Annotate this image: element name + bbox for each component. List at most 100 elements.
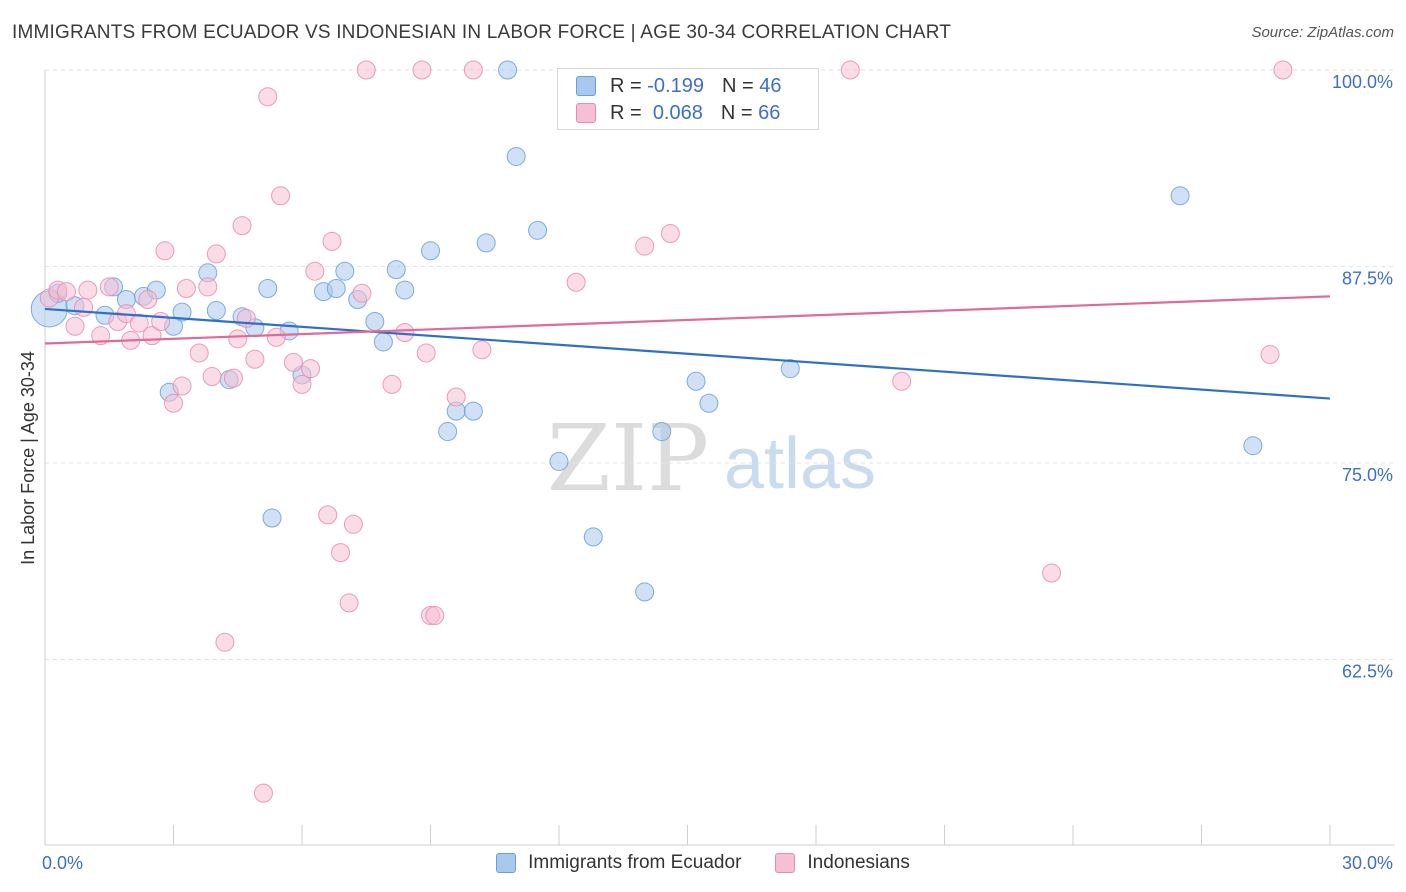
n-label: N =: [720, 101, 753, 124]
ecuador-point: [438, 422, 458, 442]
indonesian-point: [840, 60, 860, 80]
indonesian-point: [356, 60, 376, 80]
indonesian-point: [65, 316, 85, 336]
indonesian-point: [472, 340, 492, 360]
watermark: ZIP atlas: [547, 405, 876, 512]
indonesian-point: [164, 393, 183, 413]
indonesian-point: [892, 371, 912, 391]
indonesian-point: [1273, 60, 1293, 80]
indonesian-point: [258, 87, 278, 107]
watermark-atlas: atlas: [724, 424, 876, 504]
ecuador-point: [1243, 436, 1263, 456]
ecuador-point: [258, 279, 278, 299]
ecuador-point: [172, 302, 192, 322]
ecuador-point: [635, 582, 655, 602]
y-tick-label: 87.5%: [1342, 269, 1393, 289]
ecuador-point: [780, 359, 800, 379]
indonesian-point: [416, 343, 436, 363]
ecuador-point: [395, 280, 415, 300]
indonesian-point: [223, 368, 243, 388]
source-label: Source: ZipAtlas.com: [1251, 24, 1394, 41]
legend-item-indonesians[interactable]: Indonesians: [775, 852, 910, 874]
indonesian-point: [266, 327, 286, 347]
legend-label: Immigrants from Ecuador: [528, 852, 742, 873]
ecuador-legend-swatch: [496, 853, 517, 873]
r-label: R =: [610, 101, 642, 124]
indonesian-point: [245, 349, 265, 369]
ecuador-point: [549, 451, 569, 471]
n-label: N =: [721, 74, 754, 97]
indonesian-point: [292, 374, 312, 394]
stats-row-ecuador: R = -0.199 N = 46: [576, 73, 781, 99]
indonesian-point: [232, 216, 252, 236]
ecuador-point: [498, 60, 518, 80]
ecuador-point: [326, 279, 346, 299]
ecuador-point: [686, 371, 706, 391]
indonesian-point: [206, 244, 226, 264]
indonesian-point: [176, 279, 196, 299]
y-axis-label: In Labor Force | Age 30-34: [18, 351, 38, 565]
ecuador-point: [583, 527, 603, 547]
indonesian-swatch: [576, 103, 596, 123]
indonesian-point: [566, 272, 586, 292]
indonesian-point: [382, 374, 402, 394]
indonesian-point: [301, 359, 321, 379]
series-legend: Immigrants from Ecuador Indonesians: [0, 852, 1406, 874]
n-value: 46: [759, 74, 782, 97]
r-value: 0.068: [652, 101, 703, 124]
indonesian-point: [412, 60, 432, 80]
indonesian-point: [305, 261, 325, 281]
legend-item-ecuador[interactable]: Immigrants from Ecuador: [496, 852, 741, 874]
indonesian-point: [339, 593, 359, 613]
indonesian-point: [425, 605, 445, 625]
ecuador-point: [262, 508, 282, 528]
ecuador-point: [476, 233, 496, 253]
stats-legend: R = -0.199 N = 46 R = 0.068 N = 66: [557, 68, 819, 130]
ecuador-point: [206, 301, 226, 321]
indonesian-point: [172, 376, 192, 396]
x-tick-label: 0.0%: [42, 853, 83, 873]
indonesian-point: [189, 343, 209, 363]
indonesian-point: [343, 514, 363, 534]
ecuador-points: [30, 60, 1263, 602]
indonesian-point: [78, 280, 98, 300]
indonesian-trend-line: [44, 295, 1331, 345]
indonesian-point: [283, 352, 303, 372]
indonesian-point: [129, 313, 149, 333]
ecuador-point: [506, 146, 526, 166]
n-value: 66: [758, 101, 781, 124]
stats-row-indonesian: R = 0.068 N = 66: [576, 100, 780, 126]
ecuador-point: [373, 332, 393, 352]
ecuador-point: [421, 241, 440, 261]
ecuador-point: [335, 261, 355, 281]
indonesian-point: [228, 329, 248, 349]
indonesian-point: [318, 505, 338, 525]
indonesian-point: [91, 326, 111, 346]
y-tick-label: 100.0%: [1332, 72, 1393, 92]
indonesian-point: [1260, 345, 1280, 365]
indonesian-point: [1042, 563, 1062, 583]
legend-label: Indonesians: [807, 852, 910, 873]
indonesian-point: [198, 277, 218, 297]
x-tick-label: 30.0%: [1342, 853, 1393, 873]
indonesian-point: [322, 231, 342, 251]
tick-labels: 62.5% 75.0% 87.5% 100.0% 0.0% 30.0%: [42, 72, 1393, 873]
ecuador-point: [463, 401, 483, 421]
ecuador-point: [528, 220, 548, 240]
indonesian-point: [253, 783, 273, 803]
ecuador-point: [386, 260, 406, 280]
indonesian-point: [352, 283, 372, 303]
r-label: R =: [610, 74, 642, 97]
chart-title: IMMIGRANTS FROM ECUADOR VS INDONESIAN IN…: [12, 22, 952, 43]
indonesian-point: [271, 186, 291, 206]
ecuador-point: [652, 422, 672, 442]
indonesian-point: [446, 387, 466, 407]
y-tick-label: 62.5%: [1342, 662, 1393, 682]
ecuador-trend-line: [44, 307, 1331, 400]
y-tick-label: 75.0%: [1342, 465, 1393, 485]
indonesian-point: [151, 312, 171, 332]
indonesian-point: [56, 282, 76, 302]
ecuador-point: [699, 393, 719, 413]
ecuador-swatch: [576, 76, 596, 96]
